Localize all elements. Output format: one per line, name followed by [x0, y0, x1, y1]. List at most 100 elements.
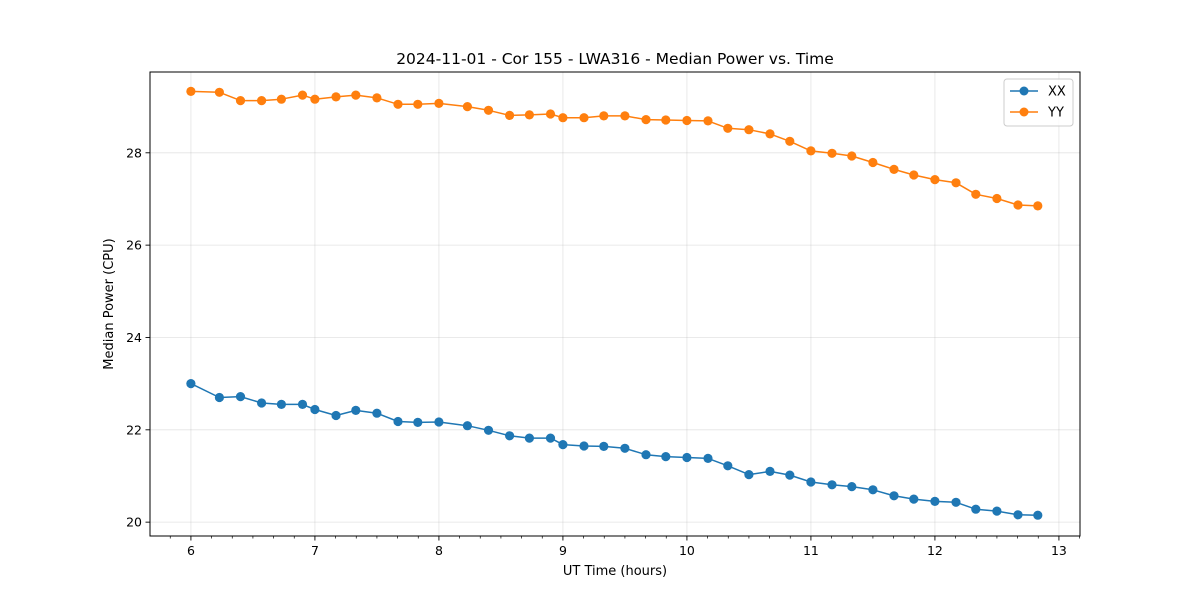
data-point-yy — [868, 157, 878, 168]
data-point-yy — [257, 96, 267, 106]
data-point-xx — [558, 440, 568, 450]
data-point-xx — [186, 379, 196, 389]
data-point-yy — [909, 170, 919, 180]
x-tick-label: 9 — [559, 543, 567, 558]
data-point-xx — [505, 431, 515, 441]
y-tick-label: 20 — [126, 515, 142, 530]
legend-marker-xx — [1019, 86, 1029, 96]
x-tick-label: 11 — [803, 543, 819, 558]
data-point-yy — [297, 90, 308, 100]
y-axis-label: Median Power (CPU) — [102, 238, 117, 369]
data-point-yy — [951, 178, 961, 188]
chart-title: 2024-11-01 - Cor 155 - LWA316 - Median P… — [396, 50, 834, 68]
data-point-yy — [545, 109, 556, 119]
data-point-xx — [276, 399, 286, 409]
data-point-xx — [868, 485, 878, 495]
data-point-xx — [682, 452, 692, 463]
data-point-yy — [744, 125, 754, 135]
data-point-yy — [505, 110, 515, 120]
data-point-xx — [434, 417, 444, 427]
data-point-xx — [889, 491, 899, 501]
data-point-yy — [393, 99, 403, 109]
data-point-xx — [483, 425, 494, 435]
data-point-yy — [310, 94, 320, 104]
data-point-yy — [331, 92, 341, 102]
data-point-xx — [951, 497, 961, 507]
data-point-yy — [930, 175, 940, 185]
data-point-xx — [214, 392, 224, 403]
x-tick-label: 13 — [1051, 543, 1067, 558]
y-tick-label: 26 — [126, 238, 142, 253]
data-point-xx — [235, 392, 246, 402]
data-point-xx — [257, 398, 267, 408]
data-point-yy — [462, 102, 472, 112]
data-point-yy — [703, 116, 713, 126]
data-point-yy — [620, 111, 630, 121]
data-point-yy — [579, 113, 589, 123]
x-tick-label: 10 — [679, 543, 695, 558]
data-point-yy — [661, 115, 671, 125]
data-point-xx — [297, 399, 308, 409]
data-point-yy — [558, 113, 568, 123]
data-point-yy — [1013, 200, 1023, 210]
legend-label-yy: YY — [1047, 106, 1064, 121]
data-point-xx — [599, 441, 609, 451]
data-point-xx — [351, 405, 361, 415]
data-point-xx — [462, 421, 472, 431]
data-point-xx — [971, 504, 981, 514]
data-point-xx — [765, 466, 775, 476]
data-point-yy — [889, 164, 899, 174]
data-point-yy — [276, 94, 286, 104]
data-point-yy — [483, 105, 494, 115]
y-tick-label: 28 — [126, 145, 142, 160]
data-point-yy — [723, 123, 733, 133]
data-point-xx — [1013, 510, 1023, 520]
data-point-yy — [827, 148, 837, 158]
data-point-yy — [992, 193, 1002, 204]
y-tick-label: 22 — [126, 422, 142, 437]
data-point-yy — [806, 146, 816, 156]
data-point-xx — [992, 506, 1002, 516]
legend: XX YY — [1003, 78, 1074, 127]
data-point-xx — [785, 470, 795, 480]
series-layer — [186, 86, 1043, 520]
data-point-xx — [1033, 510, 1043, 520]
data-point-xx — [372, 408, 382, 418]
data-point-xx — [806, 477, 816, 487]
data-point-xx — [393, 416, 403, 427]
data-point-yy — [785, 136, 795, 146]
legend-label-xx: XX — [1048, 85, 1066, 100]
plot-area-frame — [149, 71, 1081, 537]
data-point-xx — [413, 417, 423, 427]
data-point-xx — [545, 433, 556, 443]
data-point-xx — [847, 482, 857, 492]
x-tick-label: 8 — [435, 543, 443, 558]
data-point-xx — [703, 453, 713, 463]
data-point-yy — [765, 129, 775, 139]
data-point-yy — [599, 111, 609, 121]
y-tick-label: 24 — [126, 330, 142, 345]
data-point-yy — [351, 90, 361, 100]
data-point-xx — [620, 443, 630, 453]
data-point-yy — [971, 189, 981, 199]
data-point-xx — [909, 494, 919, 504]
data-point-xx — [310, 404, 320, 415]
data-point-xx — [331, 410, 341, 421]
data-point-yy — [434, 98, 444, 108]
data-point-xx — [524, 433, 535, 443]
x-tick-label: 6 — [187, 543, 195, 558]
data-point-yy — [847, 151, 857, 161]
x-tick-label: 7 — [311, 543, 319, 558]
data-point-yy — [1033, 201, 1043, 211]
data-point-yy — [641, 115, 651, 125]
data-point-yy — [524, 110, 535, 120]
data-point-xx — [930, 496, 940, 506]
x-axis-label: UT Time (hours) — [563, 564, 667, 579]
data-point-yy — [413, 99, 423, 109]
data-point-yy — [186, 86, 196, 96]
data-point-xx — [723, 461, 733, 471]
data-point-yy — [214, 87, 224, 97]
legend-marker-yy — [1019, 107, 1029, 117]
x-tick-label: 12 — [927, 543, 943, 558]
